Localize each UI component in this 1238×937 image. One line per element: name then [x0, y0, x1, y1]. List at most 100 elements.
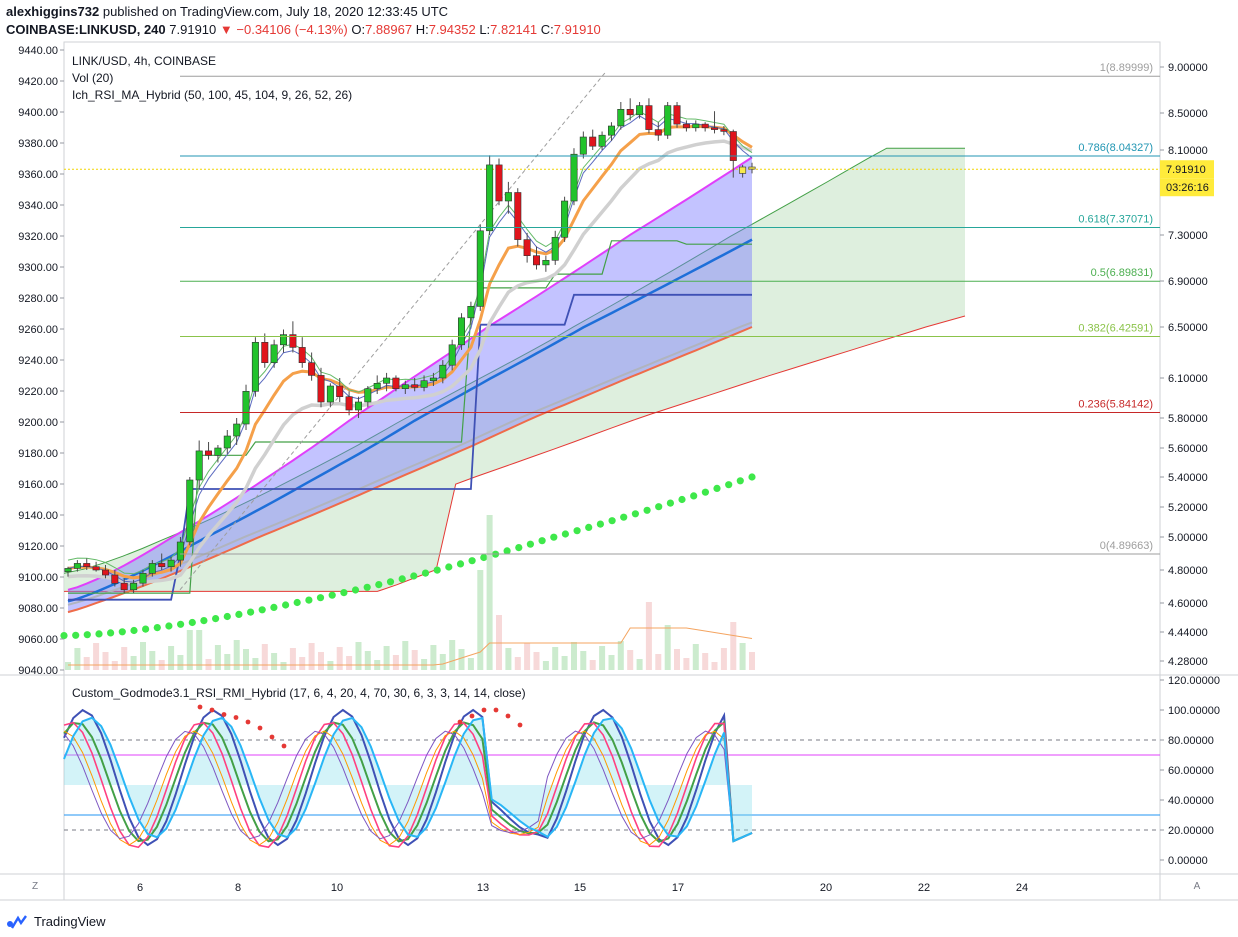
- volume-bar: [533, 652, 540, 670]
- trail-dot: [177, 620, 185, 628]
- volume-bar: [280, 662, 287, 670]
- volume-bar: [599, 646, 606, 670]
- candle-body: [682, 123, 690, 129]
- volume-bar: [692, 644, 699, 670]
- left-axis-label: 9340.00: [18, 200, 58, 212]
- right-axis-label: 5.60000: [1168, 443, 1208, 455]
- candle-body: [195, 450, 203, 481]
- candle-body: [242, 390, 250, 425]
- candle-body: [354, 401, 362, 411]
- high-label: H:: [415, 22, 429, 37]
- osc-tick-label: 60.00000: [1168, 765, 1214, 777]
- osc-line-pink: [63, 721, 753, 849]
- candle-body: [92, 566, 100, 571]
- left-axis-label: 9300.00: [18, 262, 58, 274]
- left-axis-label: 9200.00: [18, 417, 58, 429]
- candle-body: [467, 305, 475, 319]
- osc-tick-label: 100.00000: [1168, 705, 1220, 717]
- candle-body: [139, 572, 147, 584]
- osc-signal-dot: [281, 743, 287, 749]
- volume-bar: [430, 645, 437, 670]
- trail-dot: [398, 575, 406, 583]
- candle-body: [64, 568, 72, 573]
- volume-bar: [608, 655, 615, 670]
- osc-signal-dot: [221, 712, 227, 717]
- trail-dot: [456, 560, 465, 568]
- auto-scale-button[interactable]: A: [1193, 881, 1201, 892]
- zoom-reset-button[interactable]: Z: [31, 881, 39, 892]
- candle-body: [345, 396, 353, 411]
- volume-bar: [514, 657, 521, 670]
- legend-volume: Vol (20): [72, 71, 113, 85]
- candle-body: [710, 127, 718, 130]
- candle-body: [158, 563, 166, 568]
- candle-body: [411, 384, 419, 388]
- fib-level-label: 1(8.89999): [1100, 62, 1153, 74]
- trail-dot: [596, 520, 605, 528]
- published-text: published on TradingView.com, July 18, 2…: [102, 4, 449, 19]
- open-label: O:: [351, 22, 366, 37]
- trail-dot: [468, 557, 476, 565]
- volume-bar: [252, 658, 259, 670]
- trail-dot: [713, 484, 721, 492]
- left-axis-label: 9280.00: [18, 293, 58, 305]
- candle-body: [598, 134, 606, 147]
- x-axis-label: 15: [574, 882, 586, 894]
- ohlc-line: COINBASE:LINKUSD, 240 7.91910 ▼ −0.34106…: [6, 22, 601, 37]
- osc-tick-label: 20.00000: [1168, 825, 1214, 837]
- candle-body: [448, 344, 456, 366]
- footer-brand[interactable]: TradingView: [6, 914, 106, 929]
- osc-tick-label: 80.00000: [1168, 735, 1214, 747]
- volume-bar: [214, 645, 221, 670]
- trail-dot: [142, 625, 150, 633]
- ma-grey: [67, 139, 753, 585]
- trail-dot: [247, 608, 255, 616]
- trail-dot: [153, 624, 161, 632]
- candle-body: [279, 334, 287, 346]
- trail-dot: [480, 553, 488, 562]
- volume-bar: [168, 646, 175, 670]
- volume-bar: [674, 649, 680, 670]
- cloud-span-a: [63, 147, 965, 574]
- candle-body: [251, 341, 259, 392]
- candle-body: [570, 153, 578, 202]
- right-axis-label: 9.00000: [1168, 62, 1208, 74]
- x-axis-label: 13: [477, 882, 489, 894]
- volume-bar: [552, 647, 559, 670]
- right-axis-label: 6.90000: [1168, 276, 1208, 288]
- volume-bar: [289, 648, 296, 670]
- volume-bar: [739, 643, 746, 670]
- right-axis-label: 5.80000: [1168, 413, 1208, 425]
- volume-bar: [439, 654, 446, 670]
- volume-bar: [102, 652, 109, 670]
- trail-dot: [95, 630, 103, 638]
- countdown-badge: [1160, 178, 1214, 197]
- left-axis-label: 9360.00: [18, 169, 58, 181]
- volume-bar: [711, 662, 718, 670]
- volume-bar: [645, 602, 652, 670]
- volume-bar: [730, 622, 737, 670]
- candle-body: [205, 450, 213, 456]
- fib-level-label: 0.618(7.37071): [1078, 213, 1153, 225]
- left-axis-label: 9380.00: [18, 138, 58, 150]
- candle-body: [308, 362, 316, 376]
- candle-body: [551, 237, 559, 261]
- right-axis-label: 6.50000: [1168, 322, 1208, 334]
- left-axis-label: 9040.00: [18, 665, 58, 677]
- candle-body: [439, 364, 447, 379]
- trail-dot: [736, 477, 744, 485]
- right-axis-label: 5.00000: [1168, 532, 1208, 544]
- span-line: [68, 240, 752, 594]
- volume-bar: [702, 653, 709, 670]
- trail-dot: [433, 566, 441, 574]
- x-axis-label: 17: [672, 882, 684, 894]
- right-axis-label: 4.44000: [1168, 627, 1208, 639]
- left-axis-label: 9320.00: [18, 231, 58, 243]
- right-axis-label: 7.30000: [1168, 230, 1208, 242]
- trail-dot: [258, 606, 266, 614]
- volume-bar: [486, 515, 493, 670]
- publisher-name[interactable]: alexhiggins732: [6, 4, 100, 19]
- cloud-span-b: [64, 315, 966, 592]
- candle-body: [392, 377, 400, 389]
